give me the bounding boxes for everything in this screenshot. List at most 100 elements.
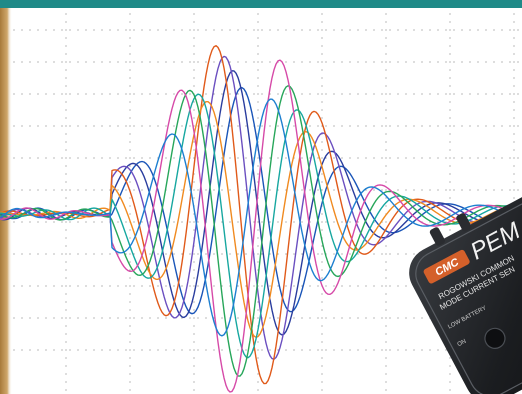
grid-dot [101, 253, 103, 255]
grid-dot [445, 125, 447, 127]
grid-dot [37, 253, 39, 255]
grid-dot [269, 221, 271, 223]
grid-dot [101, 61, 103, 63]
grid-dot [109, 317, 111, 319]
grid-dot [189, 253, 191, 255]
grid-dot [385, 93, 387, 95]
grid-dot [93, 125, 95, 127]
grid-dot [65, 357, 67, 359]
grid-dot [21, 157, 23, 159]
grid-dot [101, 221, 103, 223]
grid-dot [513, 69, 515, 71]
grid-dot [189, 349, 191, 351]
grid-dot [257, 53, 259, 55]
grid-dot [213, 93, 215, 95]
grid-dot [365, 29, 367, 31]
grid-dot [61, 253, 63, 255]
grid-dot [21, 221, 23, 223]
grid-dot [45, 157, 47, 159]
grid-dot [61, 125, 63, 127]
grid-dot [509, 61, 511, 63]
grid-dot [165, 317, 167, 319]
grid-dot [221, 253, 223, 255]
grid-dot [285, 93, 287, 95]
grid-dot [77, 349, 79, 351]
grid-dot [149, 61, 151, 63]
grid-dot [385, 69, 387, 71]
grid-dot [321, 101, 323, 103]
grid-dot [109, 125, 111, 127]
grid-dot [397, 189, 399, 191]
grid-dot [53, 221, 55, 223]
grid-dot [193, 285, 195, 287]
grid-dot [257, 109, 259, 111]
grid-dot [229, 93, 231, 95]
grid-dot [429, 93, 431, 95]
grid-dot [357, 349, 359, 351]
grid-dot [117, 285, 119, 287]
grid-dot [461, 29, 463, 31]
grid-dot [269, 349, 271, 351]
grid-dot [193, 341, 195, 343]
grid-dot [389, 285, 391, 287]
grid-dot [397, 349, 399, 351]
grid-dot [65, 157, 67, 159]
device-badge-bg [423, 249, 470, 284]
grid-dot [37, 189, 39, 191]
grid-dot [513, 37, 515, 39]
grid-dot [321, 381, 323, 383]
grid-dot [429, 349, 431, 351]
grid-dot [301, 221, 303, 223]
grid-dot [65, 365, 67, 367]
grid-dot [193, 189, 195, 191]
grid-dot [237, 29, 239, 31]
grid-dot [205, 93, 207, 95]
grid-dot [357, 125, 359, 127]
grid-dot [21, 349, 23, 351]
grid-dot [437, 29, 439, 31]
grid-dot [357, 29, 359, 31]
grid-dot [69, 157, 71, 159]
grid-dot [449, 69, 451, 71]
grid-dot [65, 269, 67, 271]
grid-dot [129, 205, 131, 207]
grid-dot [129, 389, 131, 391]
device-knob-1 [484, 327, 506, 349]
grid-dot [269, 157, 271, 159]
grid-dot [77, 29, 79, 31]
grid-dot [501, 61, 503, 63]
grid-dot [77, 285, 79, 287]
grid-dot [373, 253, 375, 255]
grid-dot [453, 189, 455, 191]
grid-dot [385, 189, 387, 191]
grid-dot [93, 317, 95, 319]
grid-dot [193, 29, 195, 31]
grid-dot [449, 133, 451, 135]
grid-dot [229, 221, 231, 223]
grid-dot [149, 157, 151, 159]
grid-dot [221, 189, 223, 191]
grid-dot [65, 349, 67, 351]
grid-dot [221, 221, 223, 223]
grid-dot [77, 253, 79, 255]
grid-dot [65, 293, 67, 295]
grid-dot [65, 61, 67, 63]
grid-dot [321, 373, 323, 375]
grid-dot [449, 45, 451, 47]
grid-dot [93, 157, 95, 159]
grid-dot [133, 61, 135, 63]
grid-dot [493, 125, 495, 127]
grid-dot [321, 325, 323, 327]
grid-dot [129, 149, 131, 151]
grid-dot [129, 301, 131, 303]
grid-dot [269, 253, 271, 255]
grid-dot [449, 77, 451, 79]
grid-dot [149, 349, 151, 351]
grid-dot [85, 349, 87, 351]
grid-dot [269, 29, 271, 31]
grid-dot [101, 317, 103, 319]
grid-dot [129, 229, 131, 231]
grid-dot [245, 61, 247, 63]
grid-dot [301, 253, 303, 255]
